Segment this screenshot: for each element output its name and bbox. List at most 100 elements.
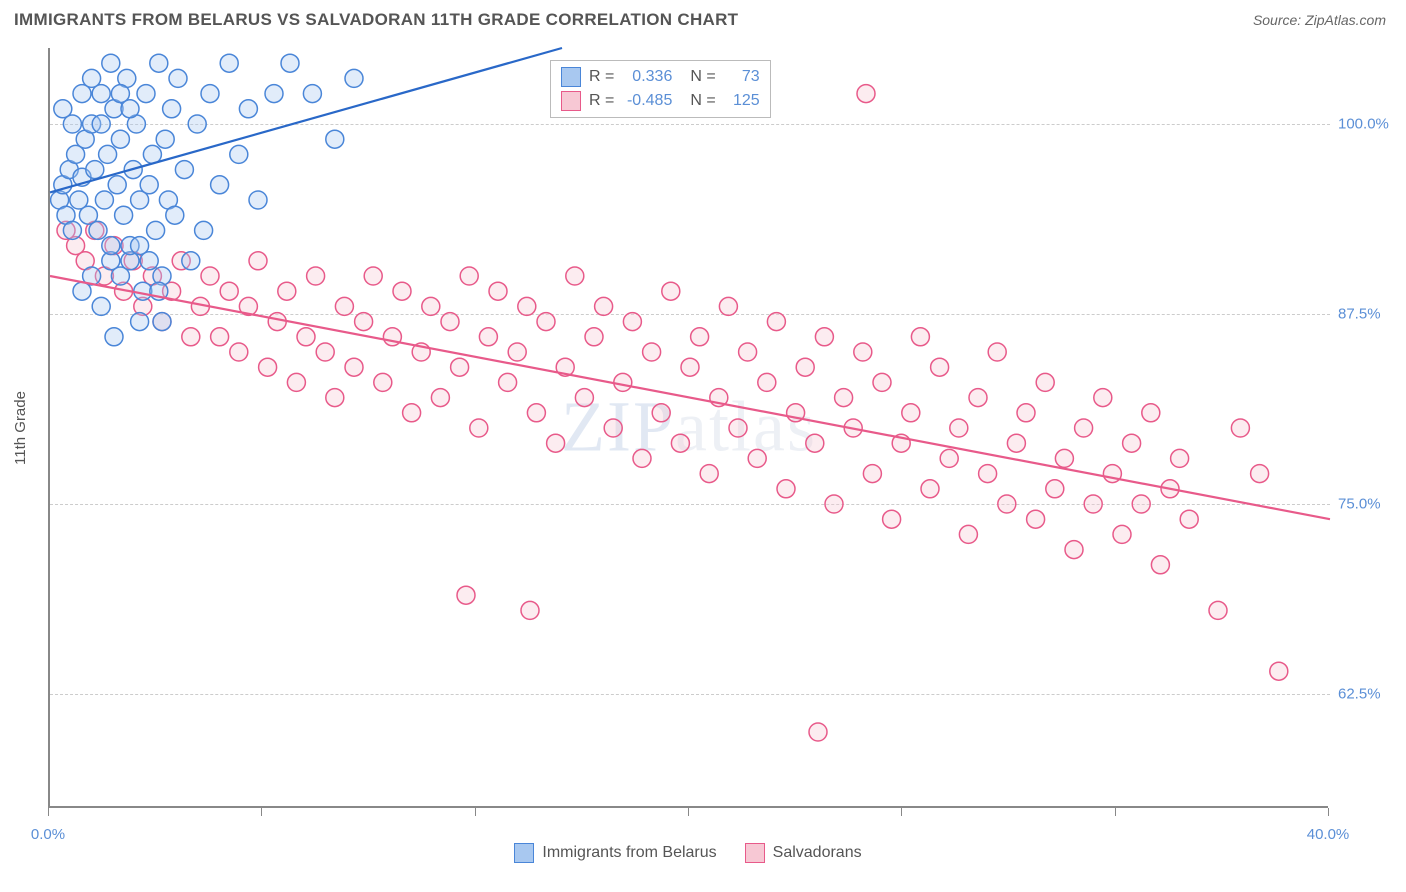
scatter-point bbox=[729, 419, 747, 437]
scatter-point bbox=[691, 328, 709, 346]
scatter-point bbox=[220, 54, 238, 72]
scatter-point bbox=[287, 373, 305, 391]
scatter-point bbox=[345, 69, 363, 87]
scatter-point bbox=[175, 161, 193, 179]
scatter-point bbox=[307, 267, 325, 285]
scatter-point bbox=[268, 313, 286, 331]
scatter-point bbox=[719, 297, 737, 315]
scatter-point bbox=[451, 358, 469, 376]
scatter-point bbox=[959, 525, 977, 543]
scatter-point bbox=[195, 221, 213, 239]
scatter-point bbox=[166, 206, 184, 224]
stats-legend-box: R =0.336N =73R =-0.485N =125 bbox=[550, 60, 771, 118]
scatter-point bbox=[604, 419, 622, 437]
scatter-point bbox=[297, 328, 315, 346]
scatter-point bbox=[950, 419, 968, 437]
scatter-point bbox=[575, 389, 593, 407]
y-tick-label: 62.5% bbox=[1338, 686, 1381, 703]
scatter-point bbox=[121, 100, 139, 118]
scatter-point bbox=[662, 282, 680, 300]
scatter-point bbox=[547, 434, 565, 452]
scatter-point bbox=[102, 54, 120, 72]
scatter-point bbox=[457, 586, 475, 604]
scatter-point bbox=[303, 85, 321, 103]
series-swatch bbox=[561, 91, 581, 111]
legend-swatch bbox=[745, 843, 765, 863]
y-tick-label: 75.0% bbox=[1338, 496, 1381, 513]
scatter-point bbox=[633, 449, 651, 467]
stats-r-value: 0.336 bbox=[622, 68, 672, 86]
scatter-point bbox=[873, 373, 891, 391]
scatter-point bbox=[1180, 510, 1198, 528]
scatter-point bbox=[479, 328, 497, 346]
scatter-point bbox=[854, 343, 872, 361]
scatter-point bbox=[806, 434, 824, 452]
chart-container: 11th Grade ZIPatlas R =0.336N =73R =-0.4… bbox=[48, 48, 1384, 838]
scatter-point bbox=[998, 495, 1016, 513]
scatter-point bbox=[1007, 434, 1025, 452]
scatter-point bbox=[169, 69, 187, 87]
bottom-legend: Immigrants from Belarus Salvadorans bbox=[48, 843, 1328, 863]
scatter-point bbox=[140, 252, 158, 270]
scatter-point bbox=[156, 130, 174, 148]
scatter-point bbox=[137, 85, 155, 103]
x-tick bbox=[1115, 808, 1116, 816]
scatter-point bbox=[1113, 525, 1131, 543]
scatter-point bbox=[188, 115, 206, 133]
scatter-point bbox=[230, 343, 248, 361]
scatter-point bbox=[1036, 373, 1054, 391]
scatter-point bbox=[809, 723, 827, 741]
x-tick bbox=[475, 808, 476, 816]
scatter-point bbox=[1094, 389, 1112, 407]
scatter-point bbox=[89, 221, 107, 239]
scatter-point bbox=[758, 373, 776, 391]
series-swatch bbox=[561, 67, 581, 87]
scatter-point bbox=[1075, 419, 1093, 437]
scatter-point bbox=[911, 328, 929, 346]
scatter-point bbox=[102, 237, 120, 255]
scatter-point bbox=[566, 267, 584, 285]
scatter-point bbox=[211, 328, 229, 346]
scatter-point bbox=[748, 449, 766, 467]
scatter-point bbox=[335, 297, 353, 315]
legend-label: Immigrants from Belarus bbox=[542, 844, 716, 862]
scatter-point bbox=[249, 252, 267, 270]
source-label: Source: ZipAtlas.com bbox=[1253, 12, 1386, 28]
scatter-point bbox=[147, 221, 165, 239]
scatter-point bbox=[470, 419, 488, 437]
scatter-point bbox=[614, 373, 632, 391]
scatter-point bbox=[988, 343, 1006, 361]
scatter-point bbox=[595, 297, 613, 315]
scatter-point bbox=[835, 389, 853, 407]
x-tick bbox=[688, 808, 689, 816]
x-tick bbox=[261, 808, 262, 816]
scatter-svg bbox=[50, 48, 1330, 808]
scatter-point bbox=[431, 389, 449, 407]
scatter-point bbox=[1132, 495, 1150, 513]
plot-area: ZIPatlas R =0.336N =73R =-0.485N =125 bbox=[48, 48, 1328, 808]
scatter-point bbox=[681, 358, 699, 376]
scatter-point bbox=[1151, 556, 1169, 574]
scatter-point bbox=[508, 343, 526, 361]
scatter-point bbox=[131, 313, 149, 331]
scatter-point bbox=[230, 145, 248, 163]
scatter-point bbox=[857, 85, 875, 103]
scatter-point bbox=[355, 313, 373, 331]
scatter-point bbox=[316, 343, 334, 361]
scatter-point bbox=[1209, 601, 1227, 619]
scatter-point bbox=[460, 267, 478, 285]
scatter-point bbox=[239, 100, 257, 118]
y-tick-label: 100.0% bbox=[1338, 116, 1389, 133]
scatter-point bbox=[374, 373, 392, 391]
legend-item: Salvadorans bbox=[745, 843, 862, 863]
scatter-point bbox=[1270, 662, 1288, 680]
scatter-point bbox=[585, 328, 603, 346]
scatter-point bbox=[1065, 541, 1083, 559]
scatter-point bbox=[940, 449, 958, 467]
scatter-point bbox=[326, 130, 344, 148]
scatter-point bbox=[1027, 510, 1045, 528]
scatter-point bbox=[403, 404, 421, 422]
scatter-point bbox=[931, 358, 949, 376]
scatter-point bbox=[1142, 404, 1160, 422]
scatter-point bbox=[863, 465, 881, 483]
